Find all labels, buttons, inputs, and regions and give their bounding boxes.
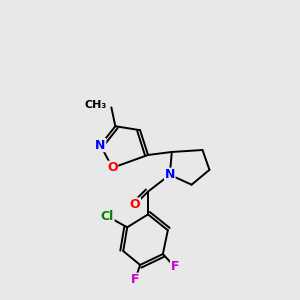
Text: CH₃: CH₃ [84,100,106,110]
Text: O: O [107,161,118,174]
Text: F: F [170,260,179,273]
Text: O: O [130,198,140,211]
Text: F: F [131,273,140,286]
Text: Cl: Cl [101,210,114,223]
Text: N: N [95,139,106,152]
Text: N: N [165,168,175,181]
